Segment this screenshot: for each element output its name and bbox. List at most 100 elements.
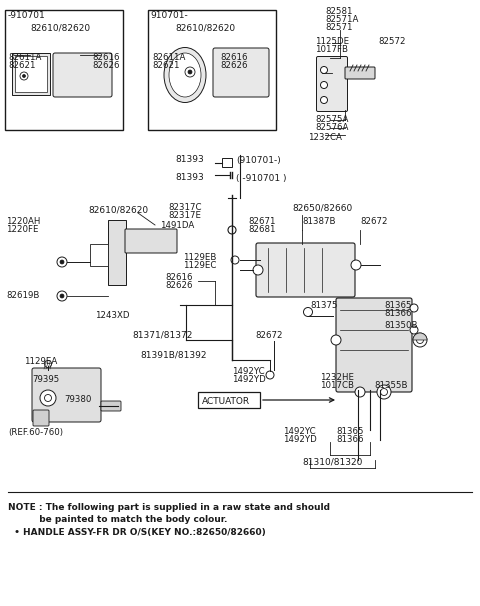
Text: 79395: 79395 [32,376,59,384]
Circle shape [321,81,327,88]
Ellipse shape [169,53,201,97]
Text: 81365: 81365 [336,427,363,436]
Bar [222,158,232,167]
Circle shape [185,67,195,77]
Text: 1243XD: 1243XD [95,311,130,321]
Text: ( -910701 ): ( -910701 ) [236,173,287,182]
Text: 82610/82620: 82610/82620 [30,24,90,33]
Circle shape [351,260,361,270]
Bar [15,56,47,92]
Text: 81391B/81392: 81391B/81392 [140,350,206,359]
Circle shape [60,260,64,264]
FancyBboxPatch shape [125,229,177,253]
Ellipse shape [164,47,206,102]
FancyBboxPatch shape [213,48,269,97]
Bar [198,392,260,408]
Text: 1017FB: 1017FB [315,45,348,55]
Text: 1125DE: 1125DE [315,38,349,47]
Circle shape [331,335,341,345]
Bar [148,10,276,130]
Bar [5,10,123,130]
Text: 81366: 81366 [384,308,411,318]
Text: 82611A: 82611A [8,53,41,61]
Bar [90,244,108,266]
Circle shape [413,333,427,347]
Text: 1129EB: 1129EB [183,253,216,262]
Circle shape [60,294,64,298]
Circle shape [40,390,56,406]
Text: 82626: 82626 [165,282,192,290]
Text: 81350B: 81350B [384,322,418,330]
Text: 1220FE: 1220FE [6,225,38,235]
Circle shape [377,385,391,399]
Circle shape [188,70,192,74]
Circle shape [57,257,67,267]
Text: 1232HE: 1232HE [320,373,354,382]
Bar [108,220,126,285]
Text: 82621: 82621 [152,61,180,70]
Text: 1492YC: 1492YC [283,427,316,436]
Bar [12,53,50,95]
Text: 82576A: 82576A [315,124,348,133]
FancyBboxPatch shape [101,401,121,411]
Text: 82572: 82572 [378,38,406,47]
Circle shape [321,96,327,104]
Text: 82626: 82626 [220,61,248,70]
Text: 79380: 79380 [64,396,91,404]
Text: 81393: 81393 [175,156,204,164]
Text: 81310/81320: 81310/81320 [302,458,362,467]
Text: 81366: 81366 [336,436,363,444]
Text: • HANDLE ASSY-FR DR O/S(KEY NO.:82650/82660): • HANDLE ASSY-FR DR O/S(KEY NO.:82650/82… [8,527,266,536]
Text: 82616: 82616 [220,53,248,61]
FancyBboxPatch shape [336,298,412,392]
Text: 82610/82620: 82610/82620 [175,24,235,33]
Circle shape [23,75,25,78]
FancyBboxPatch shape [316,56,348,112]
Text: 82672: 82672 [255,330,283,339]
Text: 1232CA: 1232CA [308,133,342,142]
FancyBboxPatch shape [53,53,112,97]
Wedge shape [413,333,427,340]
Text: 910701-: 910701- [150,12,188,21]
Circle shape [45,395,51,402]
Text: NOTE : The following part is supplied in a raw state and should: NOTE : The following part is supplied in… [8,504,330,513]
Text: -910701: -910701 [8,12,46,21]
Circle shape [45,361,51,367]
FancyBboxPatch shape [32,368,101,422]
Text: 82611A: 82611A [152,53,185,61]
Circle shape [381,388,387,396]
Text: (REF.60-760): (REF.60-760) [8,427,63,436]
Text: 82571A: 82571A [325,16,359,24]
Circle shape [321,67,327,73]
Circle shape [57,291,67,301]
Text: 82610/82620: 82610/82620 [88,205,148,215]
Text: 1492YD: 1492YD [283,436,317,444]
Text: be painted to match the body colour.: be painted to match the body colour. [8,516,228,525]
FancyBboxPatch shape [345,67,375,79]
FancyBboxPatch shape [33,410,49,426]
Circle shape [355,387,365,397]
Text: 82671: 82671 [248,218,276,227]
Text: 81365: 81365 [384,301,411,310]
Text: 81393: 81393 [175,173,204,182]
Circle shape [20,72,28,80]
Text: 81355B: 81355B [374,382,408,390]
Text: 82616: 82616 [92,53,120,61]
Text: 82681: 82681 [248,225,276,235]
Text: 82616: 82616 [165,273,192,282]
Text: 82619B: 82619B [6,291,39,301]
Text: 82317E: 82317E [168,211,201,221]
Circle shape [231,256,239,264]
Text: 81375: 81375 [310,301,337,310]
Text: 81387B: 81387B [302,218,336,227]
Text: 82650/82660: 82650/82660 [292,204,352,213]
Text: 82575A: 82575A [315,116,348,124]
Circle shape [417,336,423,344]
Text: 1017CB: 1017CB [320,382,354,390]
Text: 1129EA: 1129EA [24,358,57,367]
Circle shape [410,326,418,334]
Text: ACTUATOR: ACTUATOR [202,398,250,407]
Text: 82571: 82571 [325,24,352,33]
Circle shape [410,304,418,312]
Text: 1220AH: 1220AH [6,218,40,227]
